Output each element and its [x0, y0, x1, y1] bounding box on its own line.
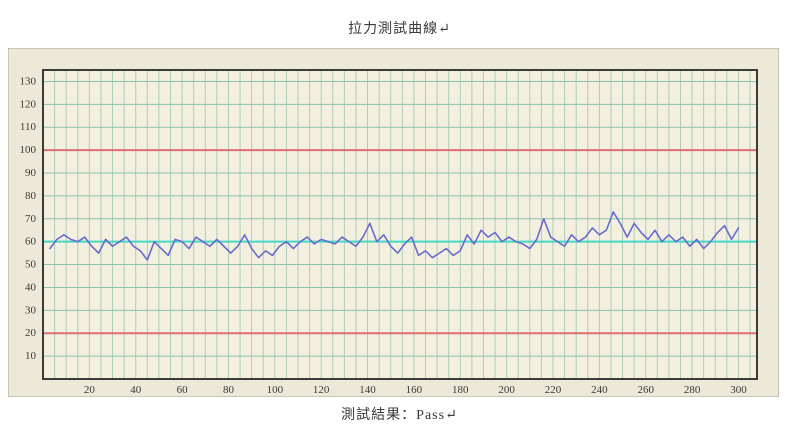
y-tick-label: 50	[25, 259, 37, 271]
y-tick-label: 40	[25, 281, 37, 293]
chart-panel: 10 20 30 40 50 60 70 80 90 100 110 120 130 20 40 60 80 10…	[8, 48, 779, 397]
x-tick-label: 220	[545, 384, 562, 396]
plot-background	[43, 70, 757, 379]
y-tick-label: 100	[20, 144, 37, 156]
test-result-caption: 測試結果：Pass↵	[341, 408, 458, 423]
y-tick-label: 30	[25, 304, 37, 316]
x-tick-label: 180	[452, 384, 469, 396]
x-tick-label: 160	[406, 384, 423, 396]
x-tick-label: 60	[177, 384, 189, 396]
y-tick-label: 130	[20, 75, 37, 87]
plot-border	[42, 69, 758, 380]
x-tick-label: 280	[684, 384, 701, 396]
x-tick-label: 240	[591, 384, 608, 396]
series-line	[49, 211, 740, 261]
x-tick-label: 100	[267, 384, 284, 396]
x-tick-label: 40	[130, 384, 142, 396]
x-tick-label: 200	[498, 384, 515, 396]
x-tick-label: 120	[313, 384, 330, 396]
x-tick-label: 300	[730, 384, 747, 396]
y-tick-label: 10	[25, 350, 37, 362]
y-tick-label: 80	[25, 190, 37, 202]
y-tick-label: 60	[25, 236, 37, 248]
chart-title: 拉力測試曲線↵	[348, 22, 451, 37]
tension-test-chart: 10 20 30 40 50 60 70 80 90 100 110 120 130 20 40 60 80 10…	[8, 48, 779, 397]
y-tick-label: 20	[25, 327, 37, 339]
x-tick-label: 20	[84, 384, 96, 396]
y-tick-label: 120	[20, 98, 37, 110]
x-tick-label: 260	[637, 384, 654, 396]
x-tick-label: 140	[359, 384, 376, 396]
x-tick-label: 80	[223, 384, 235, 396]
y-tick-label: 70	[25, 213, 37, 225]
y-tick-label: 110	[20, 121, 37, 133]
y-tick-label: 90	[25, 167, 37, 179]
